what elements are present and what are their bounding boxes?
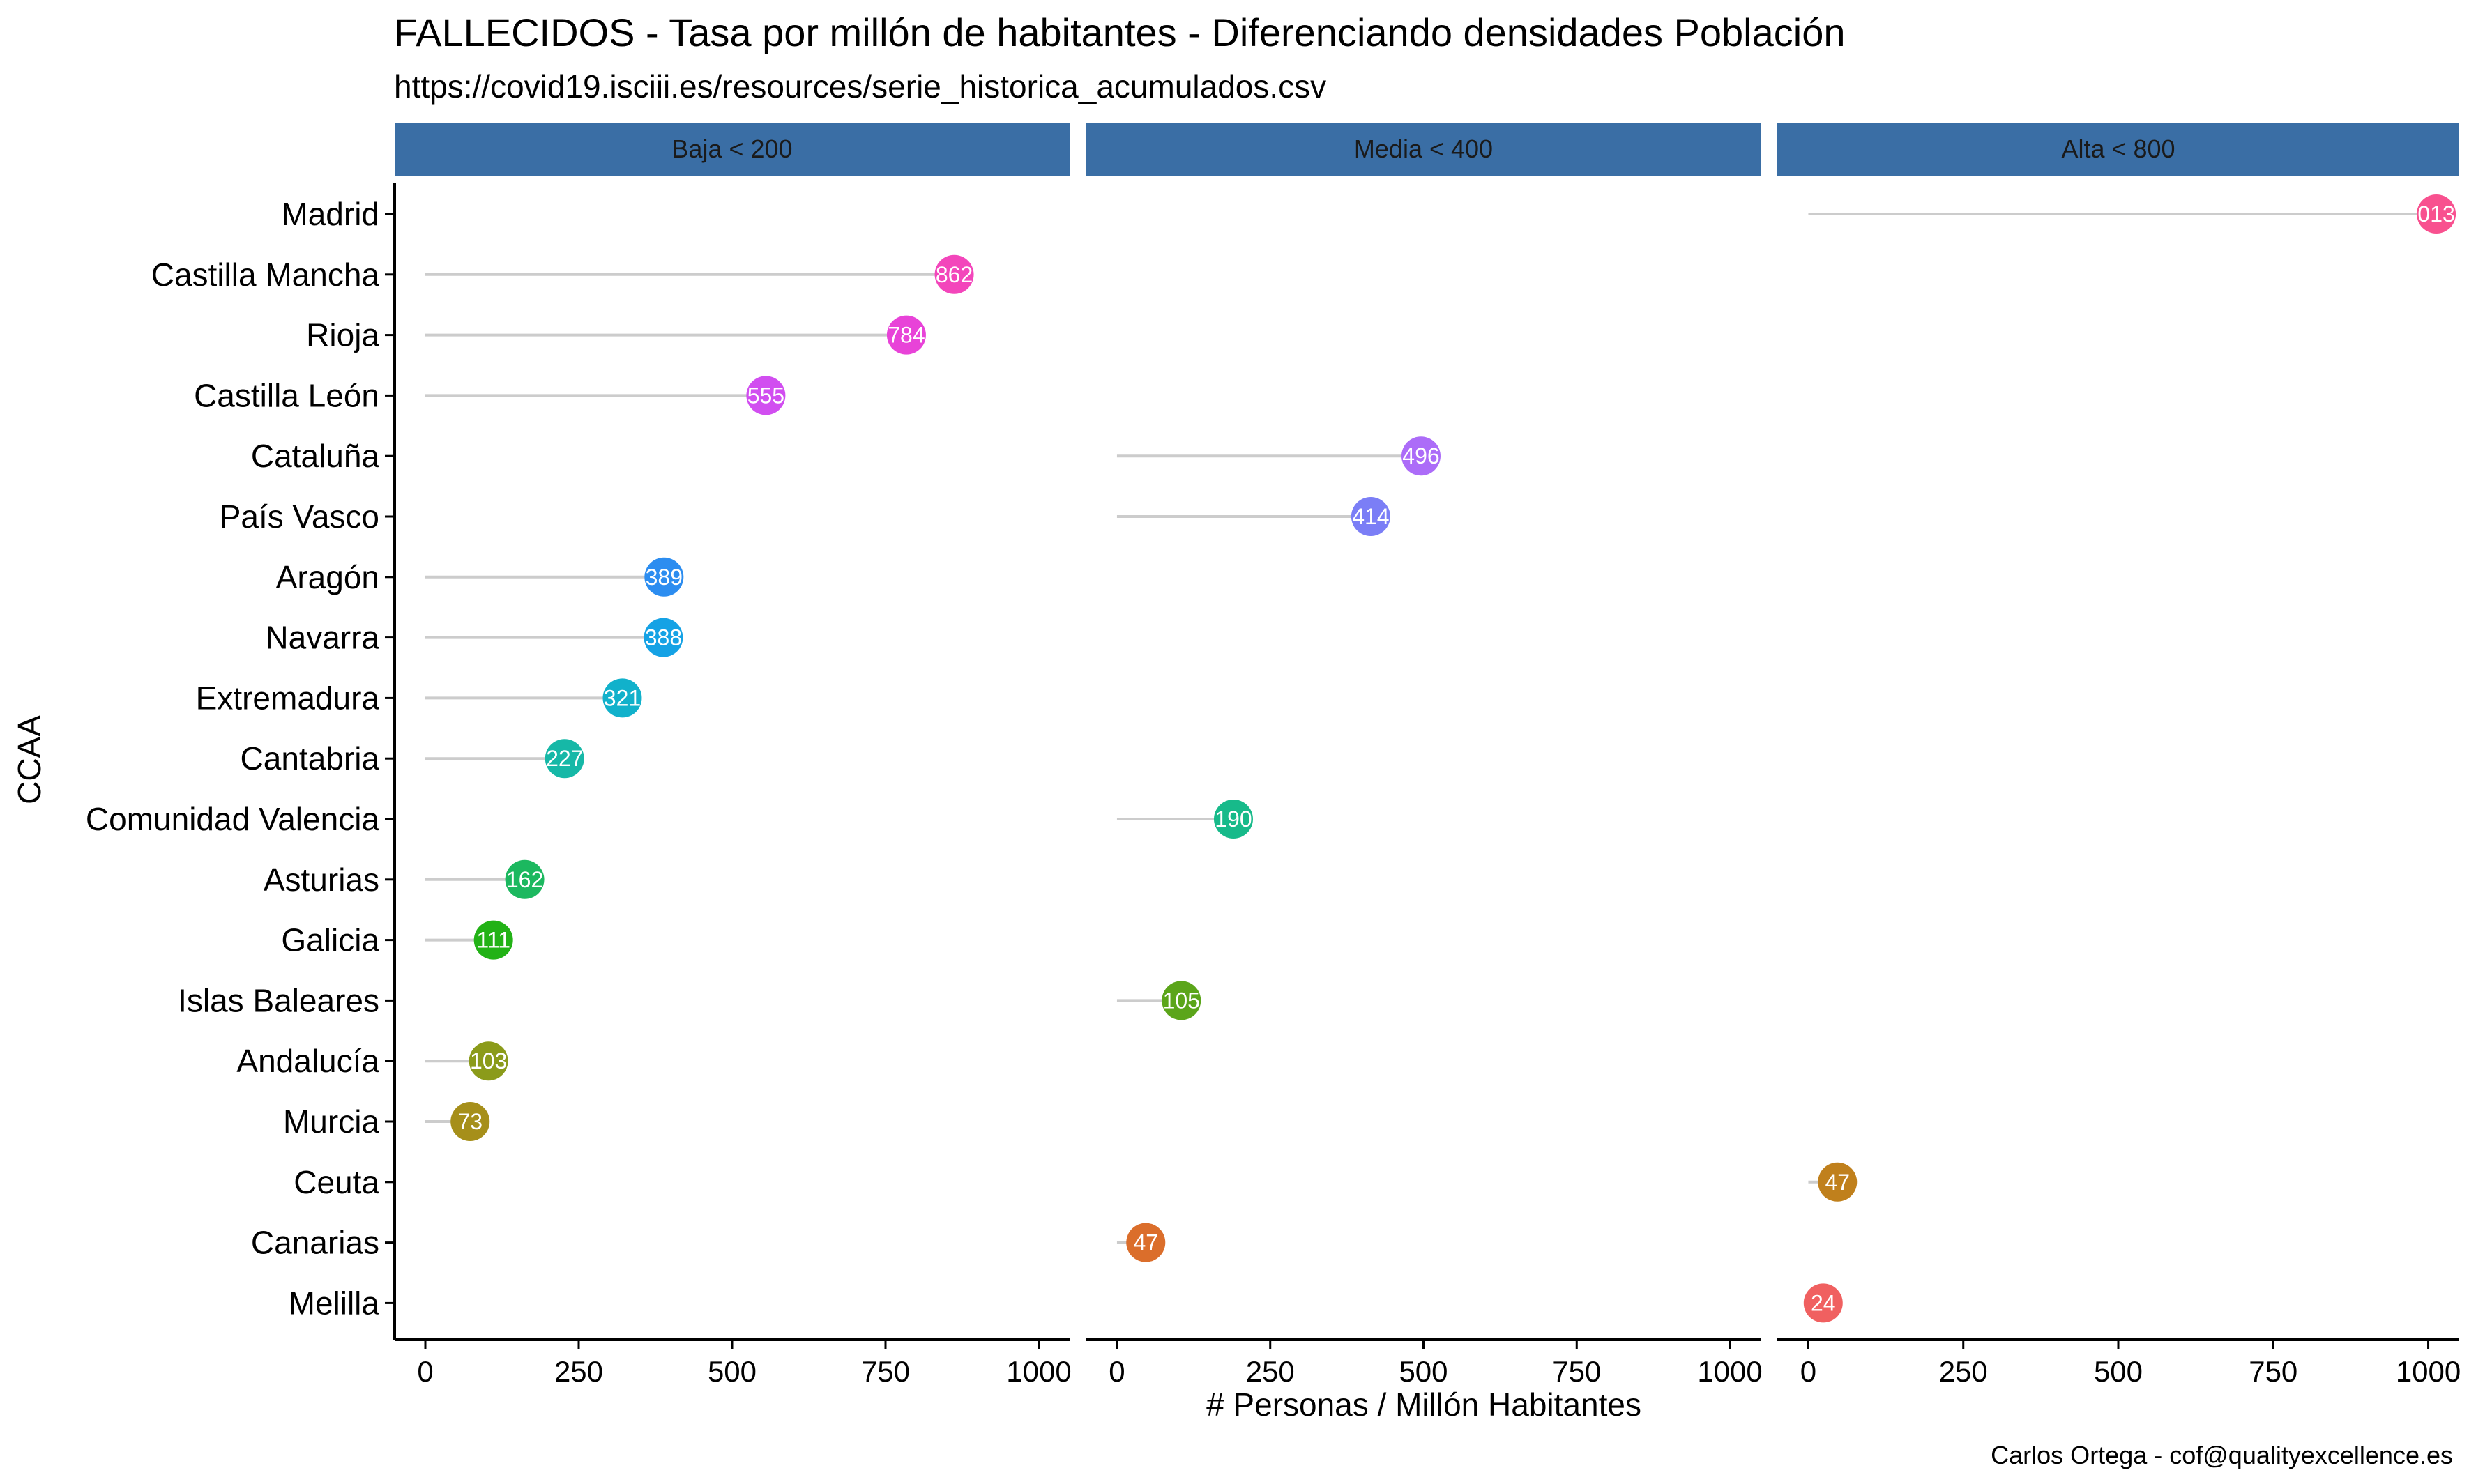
x-tick-label: 250 xyxy=(554,1355,603,1388)
data-label: 111 xyxy=(476,928,510,953)
y-tick-label: Cataluña xyxy=(251,438,380,474)
x-tick-label: 500 xyxy=(708,1355,757,1388)
y-tick-label: Comunidad Valencia xyxy=(86,801,379,837)
data-label: 162 xyxy=(506,867,543,892)
x-tick-label: 1000 xyxy=(1006,1355,1071,1388)
y-tick-label: Andalucía xyxy=(236,1043,379,1079)
y-tick-label: Ceuta xyxy=(294,1164,379,1200)
data-point xyxy=(1162,981,1201,1020)
data-point xyxy=(2417,194,2456,234)
data-label: 862 xyxy=(936,262,973,287)
data-label: 388 xyxy=(645,625,682,650)
data-point xyxy=(746,376,786,415)
data-point xyxy=(1126,1223,1166,1262)
facet-strip-label: Baja < 200 xyxy=(671,135,792,163)
data-label: 555 xyxy=(747,383,784,408)
data-label: 013 xyxy=(2417,201,2454,227)
x-tick-label: 500 xyxy=(1399,1355,1448,1388)
facet-strip-label: Media < 400 xyxy=(1354,135,1493,163)
chart-subtitle: https://covid19.isciii.es/resources/seri… xyxy=(394,68,1326,105)
x-axis-title: # Personas / Millón Habitantes xyxy=(1206,1386,1641,1423)
data-point xyxy=(602,678,642,718)
facet-strip xyxy=(395,123,1070,176)
facet-strip-label: Alta < 800 xyxy=(2061,135,2175,163)
data-point xyxy=(1803,1283,1843,1323)
data-label: 414 xyxy=(1352,504,1389,529)
facet-strip xyxy=(1777,123,2459,176)
data-label: 47 xyxy=(1825,1170,1850,1195)
data-point xyxy=(1213,800,1253,839)
y-tick-label: Canarias xyxy=(251,1225,379,1261)
data-label: 73 xyxy=(457,1109,483,1134)
y-tick-label: Navarra xyxy=(265,620,379,656)
y-tick-label: Asturias xyxy=(264,862,379,898)
x-tick-label: 1000 xyxy=(2396,1355,2461,1388)
data-label: 105 xyxy=(1163,988,1200,1013)
data-label: 389 xyxy=(646,565,683,590)
x-tick-label: 0 xyxy=(417,1355,433,1388)
data-label: 47 xyxy=(1133,1230,1158,1255)
data-point xyxy=(450,1102,490,1141)
data-point xyxy=(644,557,684,597)
x-tick-label: 0 xyxy=(1800,1355,1816,1388)
y-axis-title: CCAA xyxy=(11,715,47,804)
data-label: 321 xyxy=(604,685,641,710)
y-tick-label: Castilla Mancha xyxy=(151,257,380,293)
y-tick-label: Extremadura xyxy=(196,680,380,716)
y-tick-label: Murcia xyxy=(283,1103,379,1140)
y-tick-label: Islas Baleares xyxy=(178,982,379,1018)
data-label: 24 xyxy=(1811,1290,1836,1315)
data-label: 496 xyxy=(1402,443,1439,468)
y-tick-label: Cantabria xyxy=(241,740,380,777)
y-axis: Madrid Castilla Mancha Rioja Castilla León C… xyxy=(86,183,396,1340)
x-tick-label: 250 xyxy=(1939,1355,1988,1388)
y-tick-label: País Vasco xyxy=(220,498,379,535)
facet-panel: Alta < 800 0 250 500 750 1000 xyxy=(1777,123,2461,1388)
y-tick-label: Galicia xyxy=(281,922,379,958)
x-tick-label: 250 xyxy=(1246,1355,1295,1388)
facet-panels: Baja < 200 0 250 500 750 1000 Media < 400 0 250 5… xyxy=(395,123,2461,1388)
chart-caption: Carlos Ortega - cof@qualityexcellence.es xyxy=(1991,1441,2453,1469)
y-tick-label: Madrid xyxy=(281,196,379,232)
data-point xyxy=(644,618,683,657)
data-points: 013 862 784 555 496 414 389 388 321 227 190 162 111 1… xyxy=(425,194,2456,1323)
data-point xyxy=(473,920,513,960)
y-tick-label: Castilla León xyxy=(194,377,379,413)
facet-strip xyxy=(1086,123,1761,176)
y-tick-label: Melilla xyxy=(289,1285,380,1321)
data-point xyxy=(505,859,545,899)
x-tick-label: 750 xyxy=(1552,1355,1601,1388)
data-point xyxy=(1818,1162,1858,1202)
x-tick-label: 750 xyxy=(2249,1355,2297,1388)
facet-panel: Baja < 200 0 250 500 750 1000 xyxy=(395,123,1072,1388)
data-label: 784 xyxy=(888,323,925,348)
x-tick-label: 500 xyxy=(2094,1355,2143,1388)
chart-title: FALLECIDOS - Tasa por millón de habitant… xyxy=(394,10,1846,54)
data-label: 190 xyxy=(1215,806,1252,832)
data-point xyxy=(886,315,926,355)
x-tick-label: 0 xyxy=(1109,1355,1125,1388)
data-point xyxy=(1351,497,1390,536)
facet-panel: Media < 400 0 250 500 750 1000 xyxy=(1086,123,1763,1388)
data-point xyxy=(934,254,974,294)
data-point xyxy=(545,739,584,779)
data-label: 103 xyxy=(470,1048,507,1073)
x-tick-label: 1000 xyxy=(1697,1355,1762,1388)
y-tick-label: Aragón xyxy=(276,559,379,595)
y-tick-label: Rioja xyxy=(306,317,379,353)
data-point xyxy=(1401,436,1441,476)
data-label: 227 xyxy=(546,746,583,771)
data-point xyxy=(469,1041,508,1081)
x-tick-label: 750 xyxy=(861,1355,910,1388)
